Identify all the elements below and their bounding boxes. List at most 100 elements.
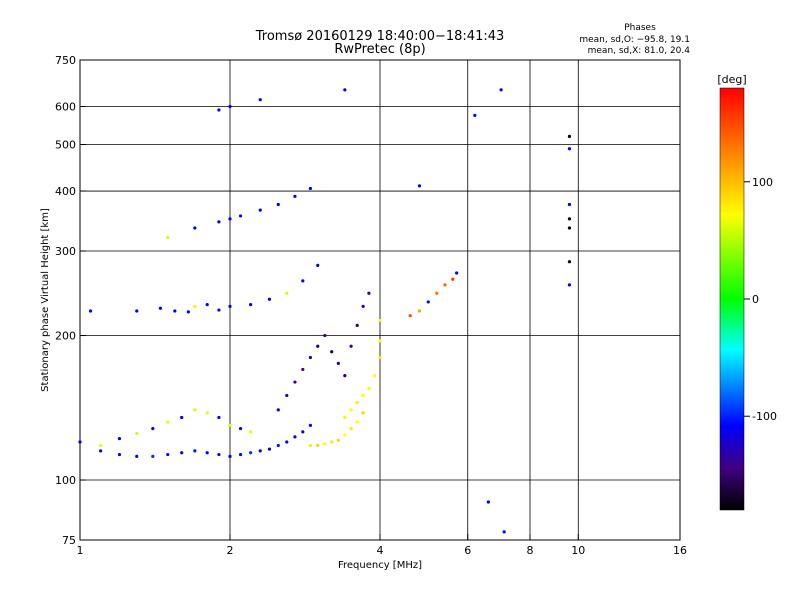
x-tick-label: 10 (571, 544, 585, 557)
data-point (205, 302, 209, 307)
data-point (502, 530, 506, 534)
data-point (308, 443, 313, 448)
data-point (217, 220, 221, 224)
data-point (293, 194, 297, 198)
data-point (343, 415, 347, 420)
x-axis-label: Frequency [MHz] (338, 560, 422, 571)
data-point (117, 452, 122, 457)
data-point (99, 449, 103, 453)
data-point (336, 438, 340, 442)
data-point (151, 454, 155, 459)
data-point (151, 426, 155, 431)
data-point (316, 443, 320, 448)
data-point (238, 452, 243, 457)
y-tick-label: 400 (55, 185, 76, 198)
data-point (408, 314, 412, 318)
data-point (217, 452, 221, 457)
data-point (173, 309, 177, 313)
data-point (435, 291, 439, 295)
data-point (166, 235, 170, 240)
data-point (249, 430, 253, 434)
data-point (343, 433, 347, 437)
y-tick-label: 300 (55, 245, 76, 258)
data-point (567, 202, 572, 207)
data-point (166, 420, 170, 424)
data-point (135, 454, 139, 459)
data-point (361, 393, 365, 398)
colorbar-tick-label: 0 (752, 293, 759, 306)
colorbar-ticks: 100 0 -100 (744, 176, 777, 423)
colorbar-tick-label: -100 (752, 410, 777, 423)
data-point (372, 374, 377, 378)
data-point (330, 440, 334, 444)
data-point (301, 279, 305, 283)
data-point (308, 423, 313, 427)
grid-lines (80, 60, 680, 540)
data-point (267, 297, 272, 301)
data-point (193, 449, 197, 453)
data-point (228, 304, 232, 309)
data-point (355, 323, 359, 327)
y-tick-label: 750 (55, 54, 76, 67)
data-point (88, 309, 93, 313)
data-point (473, 113, 477, 117)
colorbar (719, 87, 745, 511)
data-point (205, 411, 209, 415)
data-point (486, 500, 490, 504)
data-point (455, 271, 459, 275)
y-axis-label: Stationary phase Virtual Height [km] (40, 208, 51, 392)
stats-line-x: mean, sd,X: 81.0, 20.4 (588, 46, 691, 56)
data-point (293, 435, 297, 439)
data-point (276, 443, 280, 448)
data-point (217, 108, 221, 112)
data-point (293, 380, 297, 384)
data-point (323, 333, 327, 338)
data-point (567, 147, 572, 151)
x-tick-label: 6 (464, 544, 471, 557)
data-point (316, 263, 320, 267)
data-point (186, 310, 190, 314)
data-point (180, 415, 184, 420)
data-point (451, 277, 455, 281)
data-point (135, 309, 139, 313)
data-point (301, 430, 305, 434)
x-tick-label: 8 (527, 544, 534, 557)
data-point (567, 260, 572, 264)
data-point (258, 449, 262, 453)
data-point (249, 302, 253, 307)
data-point (158, 306, 163, 310)
x-tick-label: 2 (227, 544, 234, 557)
data-point (285, 393, 289, 398)
data-point (567, 226, 572, 230)
data-point (78, 440, 82, 444)
data-point (258, 98, 262, 102)
data-point (378, 355, 382, 360)
colorbar-tick-label: 100 (752, 176, 773, 189)
y-tick-label: 100 (55, 474, 76, 487)
data-point (217, 308, 221, 312)
data-point (417, 184, 422, 188)
data-point (238, 214, 243, 218)
data-point (258, 208, 262, 212)
data-point (193, 304, 197, 309)
stats-header: Phases (624, 23, 656, 33)
data-point (367, 387, 371, 391)
axis-ticks: 1 2 4 6 8 10 16 75 100 200 300 400 500 600 750 (55, 54, 687, 557)
data-point (361, 304, 365, 309)
colorbar-label: [deg] (717, 73, 746, 86)
data-points (78, 88, 572, 534)
data-point (308, 186, 313, 191)
data-point (193, 408, 197, 412)
data-point (426, 300, 430, 304)
data-point (417, 309, 422, 313)
data-point (228, 217, 232, 221)
data-point (276, 408, 280, 412)
data-point (135, 431, 139, 436)
data-point (267, 447, 272, 451)
y-tick-label: 600 (55, 101, 76, 114)
data-point (343, 88, 347, 92)
data-point (285, 440, 289, 444)
data-point (349, 408, 353, 412)
data-point (99, 443, 103, 448)
